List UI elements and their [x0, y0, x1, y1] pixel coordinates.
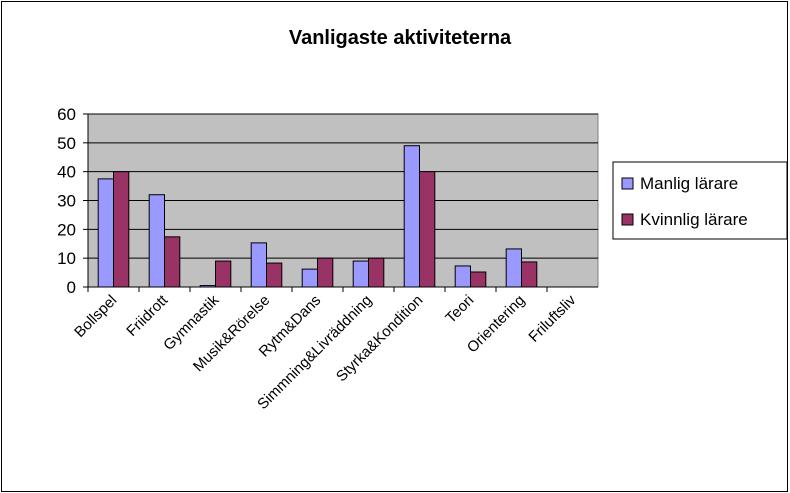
bar [97, 178, 114, 288]
bar [113, 171, 130, 288]
bar [454, 265, 472, 288]
bar [419, 171, 436, 288]
legend-swatch [621, 177, 634, 190]
bar [505, 248, 523, 288]
legend-swatch [621, 213, 634, 226]
legend-label: Manlig lärare [640, 174, 738, 193]
y-tick-label: 50 [57, 134, 76, 153]
y-tick-label: 0 [67, 278, 76, 297]
bar [317, 257, 334, 288]
y-tick-label: 20 [57, 220, 76, 239]
bar [301, 268, 319, 288]
y-tick-label: 10 [57, 249, 76, 268]
legend [612, 161, 788, 240]
bar [521, 261, 538, 288]
bar [199, 285, 216, 288]
chart-title: Vanligaste aktiviteterna [289, 27, 512, 49]
y-tick-label: 60 [57, 105, 76, 124]
y-tick-label: 40 [57, 163, 76, 182]
bar [368, 257, 385, 288]
bar [148, 194, 165, 288]
y-tick-label: 30 [57, 192, 76, 211]
bar [250, 242, 267, 288]
bar [352, 260, 370, 288]
legend-label: Kvinnlig lärare [640, 210, 748, 229]
bar [215, 260, 232, 288]
bar [403, 145, 421, 288]
bar [470, 271, 487, 288]
bar [266, 262, 283, 288]
bar [164, 236, 181, 288]
